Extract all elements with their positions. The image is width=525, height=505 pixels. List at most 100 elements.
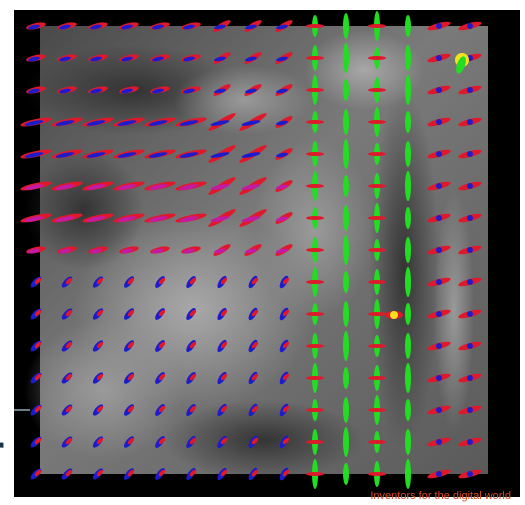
tensor-glyph <box>405 363 411 393</box>
tensor-glyph <box>90 56 102 62</box>
tensor-glyph <box>127 405 135 413</box>
tensor-glyph <box>343 235 349 265</box>
tensor-glyph <box>117 184 137 190</box>
tensor-glyph <box>189 469 197 477</box>
tensor-glyph <box>368 216 386 220</box>
tensor-glyph <box>245 88 257 94</box>
tensor-glyph <box>368 184 386 188</box>
tensor-glyph <box>183 248 195 254</box>
tensor-glyph <box>436 23 442 29</box>
tensor-glyph <box>405 15 411 37</box>
tensor-glyph <box>306 440 324 444</box>
tensor-glyph <box>189 309 197 317</box>
tensor-glyph <box>189 437 197 445</box>
tensor-glyph <box>127 341 135 349</box>
tensor-glyph <box>436 471 442 477</box>
tensor-glyph <box>34 469 42 477</box>
tensor-glyph <box>343 109 349 135</box>
tensor-glyph <box>59 248 71 254</box>
tensor-glyph <box>214 248 226 254</box>
tensor-glyph <box>276 152 288 158</box>
tensor-glyph <box>306 56 324 60</box>
tensor-glyph <box>55 184 75 190</box>
tensor-glyph <box>405 45 411 71</box>
tensor-glyph <box>34 277 42 285</box>
tensor-glyph <box>65 309 73 317</box>
tensor-glyph <box>59 88 71 94</box>
tensor-glyph <box>65 437 73 445</box>
tensor-glyph <box>456 56 466 74</box>
tensor-glyph <box>90 88 102 94</box>
tensor-glyph <box>86 120 106 126</box>
tensor-glyph <box>467 311 473 317</box>
tensor-glyph <box>251 469 259 477</box>
tensor-glyph <box>467 439 473 445</box>
tensor-glyph <box>220 277 228 285</box>
tensor-glyph <box>282 437 290 445</box>
tensor-glyph <box>220 309 228 317</box>
tensor-glyph <box>183 88 195 94</box>
tensor-glyph <box>436 407 442 413</box>
tensor-glyph <box>282 373 290 381</box>
tensor-glyph <box>306 216 324 220</box>
tensor-glyph <box>343 13 349 39</box>
tensor-glyph <box>183 56 195 62</box>
tensor-glyphs <box>20 11 482 489</box>
tensor-glyph <box>179 120 199 126</box>
tensor-glyph <box>306 24 324 28</box>
tensor-glyph <box>34 341 42 349</box>
tensor-glyph <box>405 75 411 105</box>
tensor-glyph <box>251 341 259 349</box>
tensor-glyph <box>276 88 288 94</box>
tensor-glyph <box>276 248 288 254</box>
tensor-glyph <box>189 373 197 381</box>
tensor-glyph <box>152 24 164 30</box>
tensor-glyph <box>306 344 324 348</box>
tensor-glyph <box>368 376 386 380</box>
tensor-glyph <box>436 119 442 125</box>
tensor-glyph <box>343 271 349 293</box>
tensor-glyph <box>405 171 411 201</box>
tensor-glyph <box>343 301 349 327</box>
tensor-glyph <box>436 87 442 93</box>
tensor-glyph <box>251 309 259 317</box>
tensor-glyph <box>436 279 442 285</box>
tensor-glyph <box>405 267 411 297</box>
tensor-glyph <box>65 405 73 413</box>
tensor-glyph <box>245 248 257 254</box>
tensor-glyph <box>241 216 261 222</box>
tensor-glyph <box>127 373 135 381</box>
logo-divider-line <box>14 409 30 411</box>
tensor-glyph <box>405 237 411 263</box>
tensor-glyph <box>282 405 290 413</box>
tensor-glyph <box>152 56 164 62</box>
tensor-glyph <box>86 152 106 158</box>
tensor-glyph <box>86 216 106 222</box>
tensor-glyph <box>245 56 257 62</box>
tensor-glyph <box>343 331 349 361</box>
visualization-frame <box>14 10 520 497</box>
tensor-glyph <box>96 341 104 349</box>
tensor-glyph <box>220 405 228 413</box>
tensor-glyph <box>343 367 349 389</box>
tensor-glyph <box>189 341 197 349</box>
tensor-glyph <box>276 120 288 126</box>
tensor-glyph <box>65 469 73 477</box>
tensor-glyph <box>436 215 442 221</box>
tensor-glyph <box>343 463 349 485</box>
tensor-glyph <box>158 437 166 445</box>
tensor-glyph <box>436 183 442 189</box>
tensor-glyph <box>241 120 261 126</box>
company-tagline: Inventors for the digital world <box>370 490 511 502</box>
tensor-glyph <box>117 120 137 126</box>
tensor-glyph <box>148 184 168 190</box>
tensor-glyph <box>368 56 386 60</box>
tensor-glyph <box>405 141 411 167</box>
tensor-glyph <box>214 56 226 62</box>
tensor-glyph <box>210 120 230 126</box>
tensor-glyph <box>467 23 473 29</box>
tensor-glyph <box>251 437 259 445</box>
tensor-glyph <box>65 277 73 285</box>
tensor-glyph <box>34 309 42 317</box>
tensor-glyph <box>220 437 228 445</box>
